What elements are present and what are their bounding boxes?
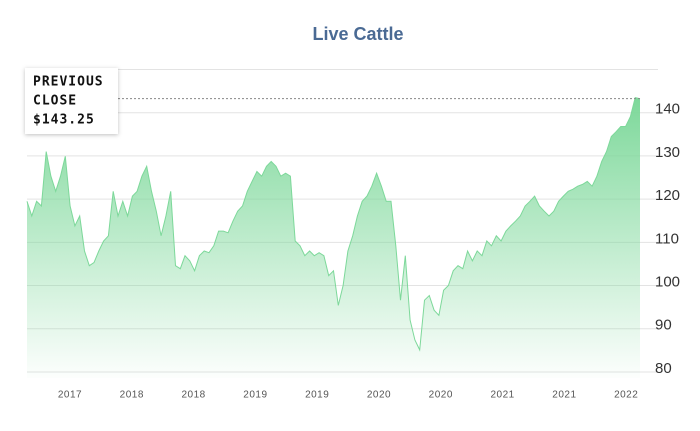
x-tick-label: 2019: [243, 390, 267, 401]
y-tick-label: 80: [655, 360, 672, 377]
x-tick-label: 2021: [490, 390, 514, 401]
annotation-value: $143.25: [33, 113, 95, 128]
annotation-label: CLOSE: [33, 94, 77, 109]
x-tick-label: 2020: [367, 390, 391, 401]
chart-title: Live Cattle: [312, 24, 403, 44]
y-tick-label: 100: [655, 274, 680, 291]
annotation-label: PREVIOUS: [33, 75, 104, 90]
x-tick-label: 2018: [181, 390, 205, 401]
x-tick-label: 2020: [429, 390, 453, 401]
x-tick-label: 2022: [614, 390, 638, 401]
x-tick-label: 2017: [58, 390, 82, 401]
area-line: [26, 97, 641, 352]
annotation-box: [25, 68, 118, 134]
y-tick-label: 130: [655, 144, 680, 161]
area: [27, 97, 640, 378]
y-tick-label: 110: [655, 230, 679, 247]
x-tick-label: 2019: [305, 390, 329, 401]
y-tick-label: 140: [655, 101, 680, 118]
y-tick-label: 120: [655, 187, 680, 204]
y-tick-label: 90: [655, 317, 672, 334]
x-tick-label: 2021: [552, 390, 576, 401]
x-tick-label: 2018: [120, 390, 144, 401]
